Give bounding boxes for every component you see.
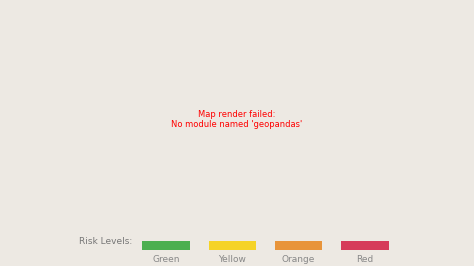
Bar	[142, 241, 190, 251]
Text: Risk Levels:: Risk Levels:	[80, 237, 133, 246]
Bar	[275, 241, 322, 251]
Bar	[341, 241, 389, 251]
Text: Map render failed:
No module named 'geopandas': Map render failed: No module named 'geop…	[172, 110, 302, 129]
Text: Yellow: Yellow	[219, 255, 246, 264]
Text: Red: Red	[356, 255, 374, 264]
Text: Green: Green	[152, 255, 180, 264]
Text: Orange: Orange	[282, 255, 315, 264]
Bar	[209, 241, 256, 251]
